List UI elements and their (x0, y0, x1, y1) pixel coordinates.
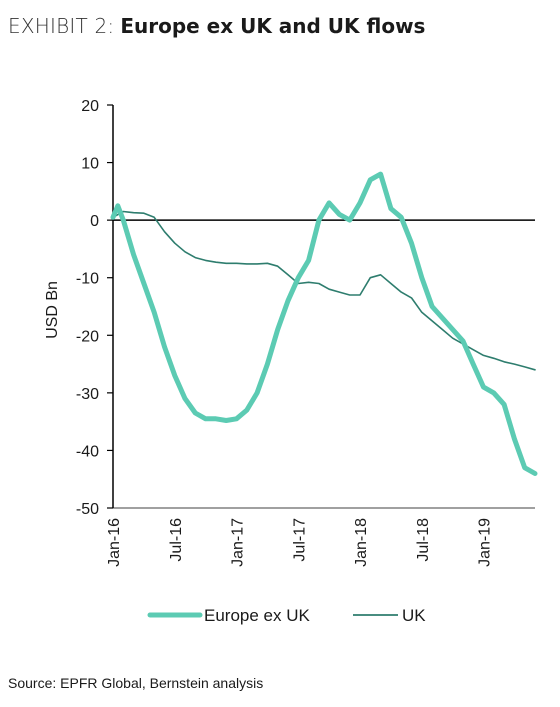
legend-label-europe: Europe ex UK (204, 606, 310, 625)
series-line-europe (110, 171, 538, 476)
y-tick-label: -50 (76, 501, 99, 518)
source-note: Source: EPFR Global, Bernstein analysis (8, 675, 264, 691)
series-line-uk (112, 210, 536, 371)
x-tick-label: Jul-18 (415, 518, 432, 562)
series-group (110, 171, 538, 476)
y-tick-label: 10 (81, 156, 99, 173)
y-tick-label: -40 (76, 443, 99, 460)
y-tick-label: -20 (76, 328, 99, 345)
x-tick-label: Jan-16 (106, 518, 123, 567)
legend-label-uk: UK (402, 606, 426, 625)
x-tick-label: Jan-18 (353, 518, 370, 567)
y-axis-title: USD Bn (44, 281, 61, 339)
x-tick-label: Jan-19 (477, 518, 494, 567)
x-axis: Jan-16 Jul-16 Jan-17 Jul-17 Jan-18 Jul-18 Jan-… (106, 507, 535, 567)
legend: Europe ex UK UK (147, 606, 426, 625)
y-axis: 20 10 0 -10 -20 -30 -40 -50 (76, 98, 535, 518)
x-tick-label: Jan-17 (230, 518, 247, 567)
y-tick-label: 20 (81, 98, 99, 115)
chart-title-text: Europe ex UK and UK flows (120, 14, 426, 38)
x-tick-label: Jul-16 (168, 518, 185, 562)
x-tick-label: Jul-17 (291, 518, 308, 562)
chart-title: EXHIBIT 2: Europe ex UK and UK flows (8, 14, 425, 39)
exhibit-label: EXHIBIT 2: (8, 14, 115, 38)
y-tick-label: -10 (76, 271, 99, 288)
y-tick-label: 0 (90, 213, 99, 230)
y-tick-label: -30 (76, 386, 99, 403)
